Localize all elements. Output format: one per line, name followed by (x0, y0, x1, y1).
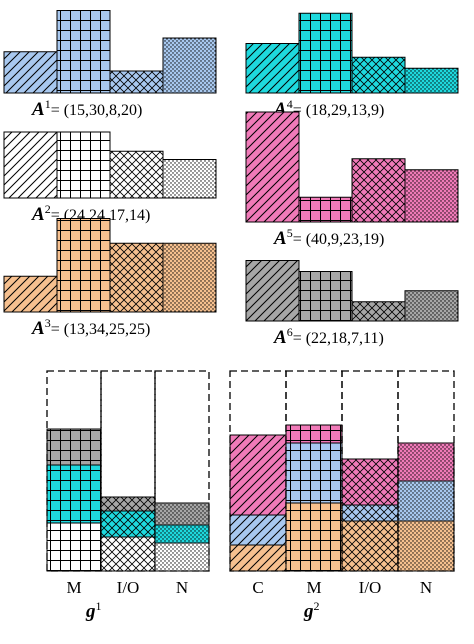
group-2-category-label: M (306, 578, 321, 597)
app-chart-3: A3= (13,34,25,25) (3, 218, 217, 339)
app-2-bar-3 (109, 150, 164, 199)
app-5-label: A5= (40,9,23,19) (273, 226, 384, 249)
group-2: C M I/O Ng2 (229, 370, 455, 622)
group-1-label: g1 (85, 599, 102, 622)
group-2-M-seg-1 (285, 502, 343, 572)
group-2-IO-seg-3 (341, 458, 399, 506)
app-3-bar-2 (56, 218, 111, 313)
app-1-bar-1 (3, 51, 58, 94)
group-1-category-label: I/O (117, 578, 140, 597)
group-1-N-capacity (154, 370, 210, 572)
app-3-bar-3 (109, 242, 164, 313)
app-4-bar-1 (245, 43, 300, 94)
group-2-N-capacity (397, 370, 455, 572)
app-6-bar-2 (298, 271, 353, 322)
app-4-bar-2 (298, 12, 353, 94)
app-3-label: A3= (13,34,25,25) (31, 316, 150, 339)
group-1-IO-seg-2 (100, 510, 156, 538)
group-2-N-seg-2 (397, 480, 455, 522)
group-2-M-seg-2 (285, 442, 343, 504)
group-2-IO-seg-2 (341, 504, 399, 522)
app-1-label: A1= (15,30,8,20) (31, 97, 142, 120)
group-1-IO-seg-3 (100, 496, 156, 512)
group-1: M I/O Ng1 (46, 370, 210, 622)
app-2-bar-4 (162, 159, 217, 199)
app-3-bar-4 (162, 242, 217, 313)
app-6-label: A6= (22,18,7,11) (273, 325, 384, 348)
app-chart-2: A2= (24,24,17,14) (3, 131, 217, 225)
group-2-C-seg-2 (229, 514, 287, 546)
app-5-bar-1 (245, 111, 300, 223)
app-6-bar-3 (351, 301, 406, 322)
app-5-bar-3 (351, 158, 406, 223)
group-2-N-seg-1 (397, 520, 455, 572)
app-1-bar-3 (109, 70, 164, 94)
group-2-category-label: C (252, 578, 263, 597)
app-6-bar-4 (404, 290, 459, 322)
group-1-M-seg-3 (46, 428, 102, 466)
group-2-M-seg-3 (285, 424, 343, 444)
group-2-category-label: I/O (359, 578, 382, 597)
app-3-bar-1 (3, 275, 58, 313)
app-5-bar-4 (404, 169, 459, 223)
group-2-category-label: N (420, 578, 432, 597)
app-chart-4: A4= (18,29,13,9) (245, 12, 459, 120)
app-chart-6: A6= (22,18,7,11) (245, 260, 459, 348)
group-1-N-seg-2 (154, 524, 210, 544)
group-1-N-seg-3 (154, 502, 210, 526)
group-2-N-seg-3 (397, 442, 455, 482)
group-1-M-seg-1 (46, 522, 102, 572)
app-1-bar-4 (162, 37, 217, 94)
group-1-M-seg-2 (46, 464, 102, 524)
group-1-N-seg-1 (154, 542, 210, 572)
app-4-bar-3 (351, 56, 406, 94)
group-2-IO-seg-1 (341, 520, 399, 572)
app-5-bar-2 (298, 196, 353, 223)
application-bar-charts: A1= (15,30,8,20) A2= (24,24,17,14) A3= (13… (3, 10, 459, 348)
group-2-C-seg-3 (229, 434, 287, 516)
app-2-bar-2 (56, 131, 111, 199)
group-2-C-seg-1 (229, 544, 287, 572)
app-2-bar-1 (3, 131, 58, 199)
app-6-bar-1 (245, 260, 300, 322)
group-1-category-label: M (66, 578, 81, 597)
group-1-IO-seg-1 (100, 536, 156, 572)
group-2-label: g2 (303, 599, 320, 622)
app-chart-1: A1= (15,30,8,20) (3, 10, 217, 120)
app-1-bar-2 (56, 10, 111, 94)
grouped-stack-charts: M I/O Ng1 C M I/O Ng2 (46, 370, 455, 622)
app-chart-5: A5= (40,9,23,19) (245, 111, 459, 249)
group-1-category-label: N (176, 578, 188, 597)
app-4-bar-4 (404, 67, 459, 94)
